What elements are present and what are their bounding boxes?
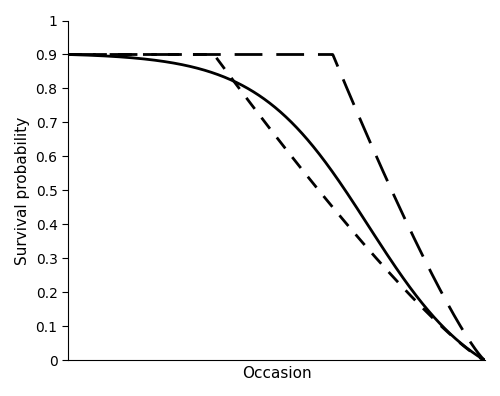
X-axis label: Occasion: Occasion (242, 366, 312, 381)
Y-axis label: Survival probability: Survival probability (15, 116, 30, 265)
